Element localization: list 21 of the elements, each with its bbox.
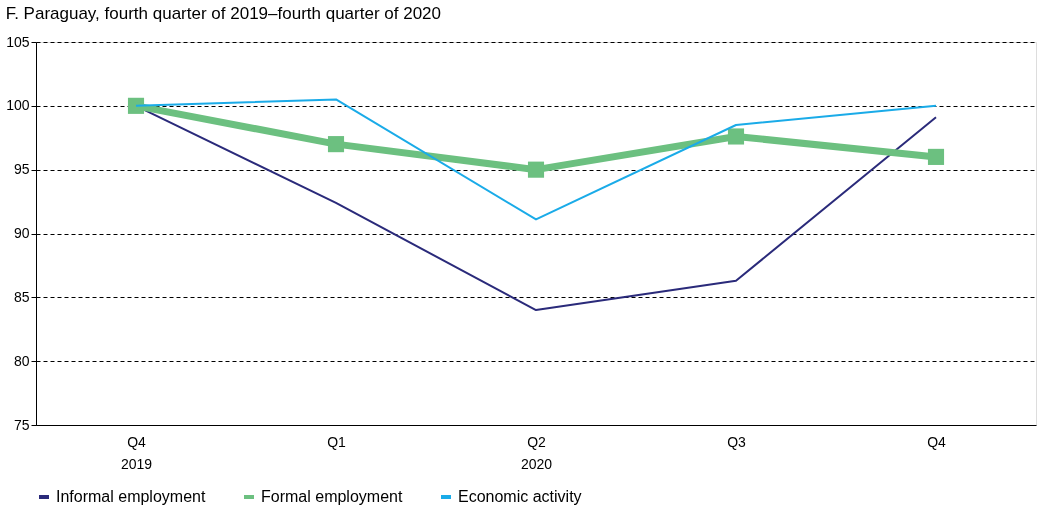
y-tick-label: 100 <box>6 97 30 114</box>
x-tick-label: Q3 <box>727 433 747 450</box>
x-tick-label: Q4 <box>927 433 947 450</box>
legend-label: Economic activity <box>458 488 582 505</box>
y-tick-label: 105 <box>6 33 30 50</box>
point <box>527 161 545 178</box>
y-tick-label: 90 <box>13 225 30 241</box>
legend-label: Informal employment <box>56 488 206 505</box>
x-tick-label: Q1 <box>327 433 347 450</box>
x-tick-label: Q2 2020 <box>520 433 553 472</box>
y-tick-label: 85 <box>13 288 30 305</box>
y-tick-label: 95 <box>13 161 30 178</box>
point <box>327 136 345 153</box>
y-tick-label: 75 <box>13 416 30 433</box>
legend-label: Formal employment <box>261 488 403 505</box>
point <box>727 128 745 145</box>
x-tick-label: Q4 2019 <box>120 433 153 472</box>
point <box>127 97 145 114</box>
chart-title: F. Paraguay, fourth quarter of 2019–fourth quarter of 2020 <box>5 4 441 23</box>
point <box>927 148 945 165</box>
y-tick-label: 80 <box>13 352 30 369</box>
